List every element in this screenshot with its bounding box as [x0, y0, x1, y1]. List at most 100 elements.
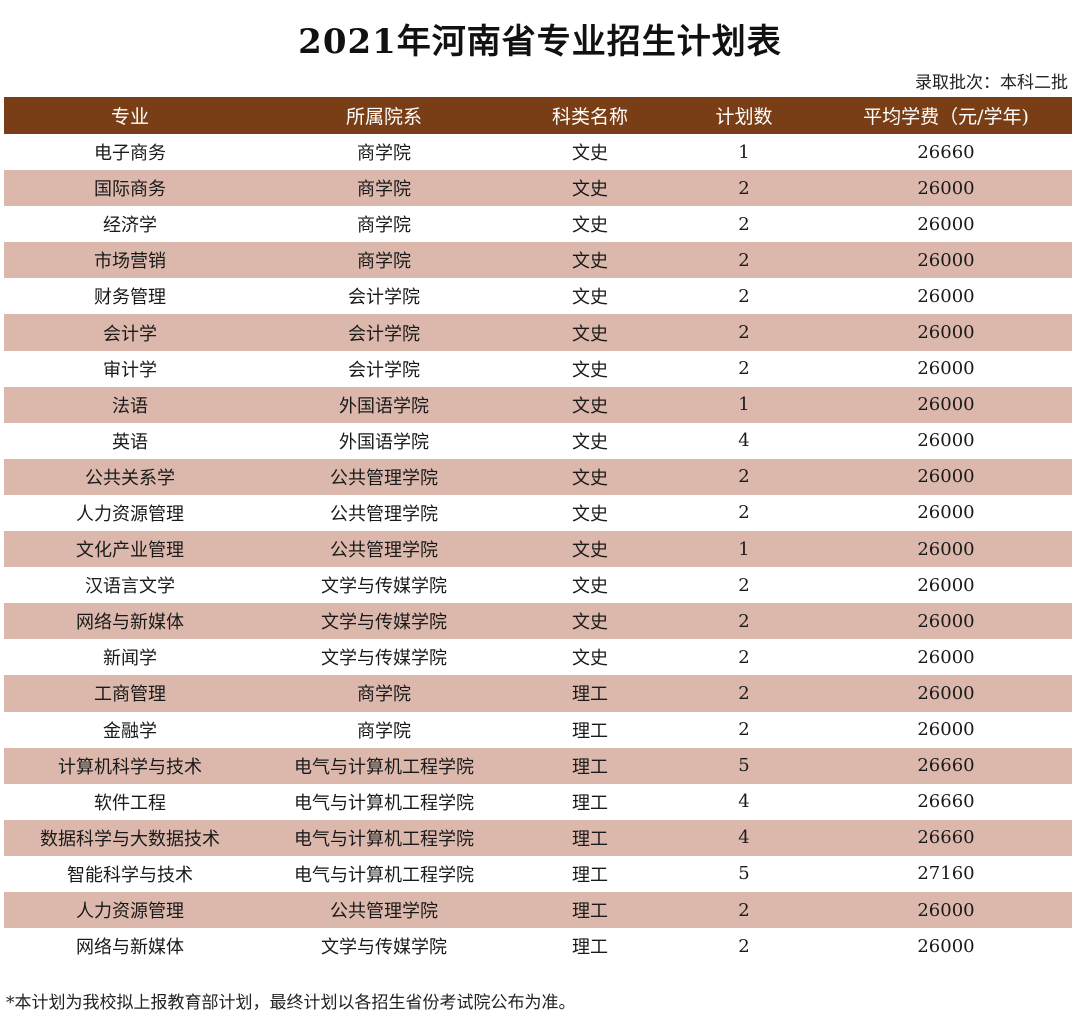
cell-tuition: 26000: [917, 285, 975, 307]
cell-major: 公共关系学: [85, 467, 175, 489]
cell-plan-count: 2: [738, 935, 750, 957]
cell-tuition: 26000: [917, 430, 975, 452]
cell-tuition: 26000: [917, 935, 975, 957]
cell-department: 文学与传媒学院: [321, 576, 447, 598]
cell-plan-count: 2: [738, 574, 750, 596]
table-row: 财务管理 会计学院 文史 2 26000: [4, 278, 1072, 314]
cell-plan-count: 2: [738, 177, 750, 199]
cell-major: 网络与新媒体: [76, 612, 184, 634]
cell-tuition: 26000: [917, 538, 975, 560]
cell-department: 公共管理学院: [330, 540, 438, 562]
cell-major: 新闻学: [103, 648, 157, 670]
header-major: 专业: [110, 106, 149, 128]
cell-category: 文史: [572, 323, 608, 345]
cell-plan-count: 2: [738, 610, 750, 632]
cell-category: 理工: [572, 864, 608, 886]
cell-category: 文史: [572, 395, 608, 417]
table-row: 审计学 会计学院 文史 2 26000: [4, 351, 1072, 387]
cell-major: 国际商务: [94, 179, 166, 201]
cell-plan-count: 2: [738, 719, 750, 741]
table-body: 电子商务 商学院 文史 1 26660 国际商务 商学院 文史 2 26000 经济学 商学院 文史 2 2…: [4, 134, 1072, 964]
cell-category: 文史: [572, 179, 608, 201]
footnote: *本计划为我校拟上报教育部计划，最终计划以各招生省份考试院公布为准。: [6, 993, 576, 1013]
table-row: 软件工程 电气与计算机工程学院 理工 4 26660: [4, 784, 1072, 820]
cell-department: 会计学院: [348, 323, 420, 345]
cell-category: 理工: [572, 684, 608, 706]
cell-tuition: 26660: [917, 141, 975, 163]
cell-plan-count: 1: [738, 141, 750, 163]
cell-major: 工商管理: [94, 684, 166, 706]
table-row: 计算机科学与技术 电气与计算机工程学院 理工 5 26660: [4, 747, 1072, 784]
cell-plan-count: 2: [738, 358, 750, 380]
cell-major: 文化产业管理: [76, 540, 184, 562]
cell-category: 文史: [572, 467, 608, 489]
cell-major: 会计学: [103, 323, 157, 345]
cell-plan-count: 2: [738, 213, 750, 235]
cell-department: 电气与计算机工程学院: [294, 828, 474, 850]
cell-tuition: 26000: [917, 646, 975, 668]
cell-tuition: 26000: [917, 466, 975, 488]
table-row: 数据科学与大数据技术 电气与计算机工程学院 理工 4 26660: [4, 819, 1072, 856]
table-row: 网络与新媒体 文学与传媒学院 文史 2 26000: [4, 603, 1072, 640]
cell-tuition: 27160: [917, 863, 975, 885]
cell-department: 会计学院: [348, 359, 420, 381]
cell-tuition: 26000: [917, 394, 975, 416]
table-row: 法语 外国语学院 文史 1 26000: [4, 386, 1072, 423]
cell-major: 英语: [112, 431, 148, 453]
table-row: 新闻学 文学与传媒学院 文史 2 26000: [4, 639, 1072, 675]
cell-major: 人力资源管理: [76, 503, 184, 525]
table-row: 金融学 商学院 理工 2 26000: [4, 712, 1072, 748]
cell-department: 商学院: [357, 215, 411, 237]
cell-tuition: 26000: [917, 502, 975, 524]
cell-department: 文学与传媒学院: [321, 612, 447, 634]
cell-category: 文史: [572, 251, 608, 273]
cell-category: 理工: [572, 756, 608, 778]
cell-tuition: 26660: [917, 755, 975, 777]
cell-plan-count: 5: [738, 755, 750, 777]
table-row: 网络与新媒体 文学与传媒学院 理工 2 26000: [4, 928, 1072, 964]
cell-department: 外国语学院: [339, 395, 429, 417]
cell-plan-count: 2: [738, 249, 750, 271]
cell-category: 文史: [572, 359, 608, 381]
cell-department: 商学院: [357, 143, 411, 165]
cell-category: 理工: [572, 792, 608, 814]
table-header-row: 专业 所属院系 科类名称 计划数 平均学费（元/学年): [4, 97, 1072, 134]
table-row: 国际商务 商学院 文史 2 26000: [4, 170, 1072, 207]
cell-department: 文学与传媒学院: [321, 648, 447, 670]
cell-category: 文史: [572, 431, 608, 453]
cell-category: 理工: [572, 720, 608, 742]
cell-plan-count: 2: [738, 285, 750, 307]
cell-plan-count: 4: [738, 791, 750, 813]
cell-tuition: 26000: [917, 719, 975, 741]
cell-plan-count: 2: [738, 682, 750, 704]
cell-major: 人力资源管理: [76, 901, 184, 923]
cell-tuition: 26000: [917, 358, 975, 380]
cell-plan-count: 2: [738, 322, 750, 344]
page-title: 2021年河南省专业招生计划表: [298, 22, 782, 62]
cell-major: 财务管理: [94, 287, 166, 309]
cell-department: 电气与计算机工程学院: [294, 792, 474, 814]
cell-department: 公共管理学院: [330, 467, 438, 489]
cell-major: 审计学: [103, 359, 157, 381]
cell-tuition: 26660: [917, 791, 975, 813]
cell-department: 文学与传媒学院: [321, 937, 447, 959]
cell-department: 公共管理学院: [330, 901, 438, 923]
cell-plan-count: 4: [738, 827, 750, 849]
cell-category: 文史: [572, 503, 608, 525]
cell-tuition: 26000: [917, 682, 975, 704]
cell-tuition: 26000: [917, 899, 975, 921]
cell-plan-count: 2: [738, 502, 750, 524]
cell-plan-count: 2: [738, 466, 750, 488]
cell-tuition: 26000: [917, 249, 975, 271]
cell-major: 数据科学与大数据技术: [40, 828, 220, 850]
cell-department: 电气与计算机工程学院: [294, 756, 474, 778]
cell-plan-count: 2: [738, 899, 750, 921]
cell-tuition: 26000: [917, 213, 975, 235]
table-row: 会计学 会计学院 文史 2 26000: [4, 314, 1072, 351]
cell-category: 理工: [572, 901, 608, 923]
table-row: 智能科学与技术 电气与计算机工程学院 理工 5 27160: [4, 856, 1072, 892]
cell-tuition: 26000: [917, 177, 975, 199]
cell-category: 文史: [572, 287, 608, 309]
cell-tuition: 26000: [917, 322, 975, 344]
cell-major: 电子商务: [94, 143, 166, 165]
